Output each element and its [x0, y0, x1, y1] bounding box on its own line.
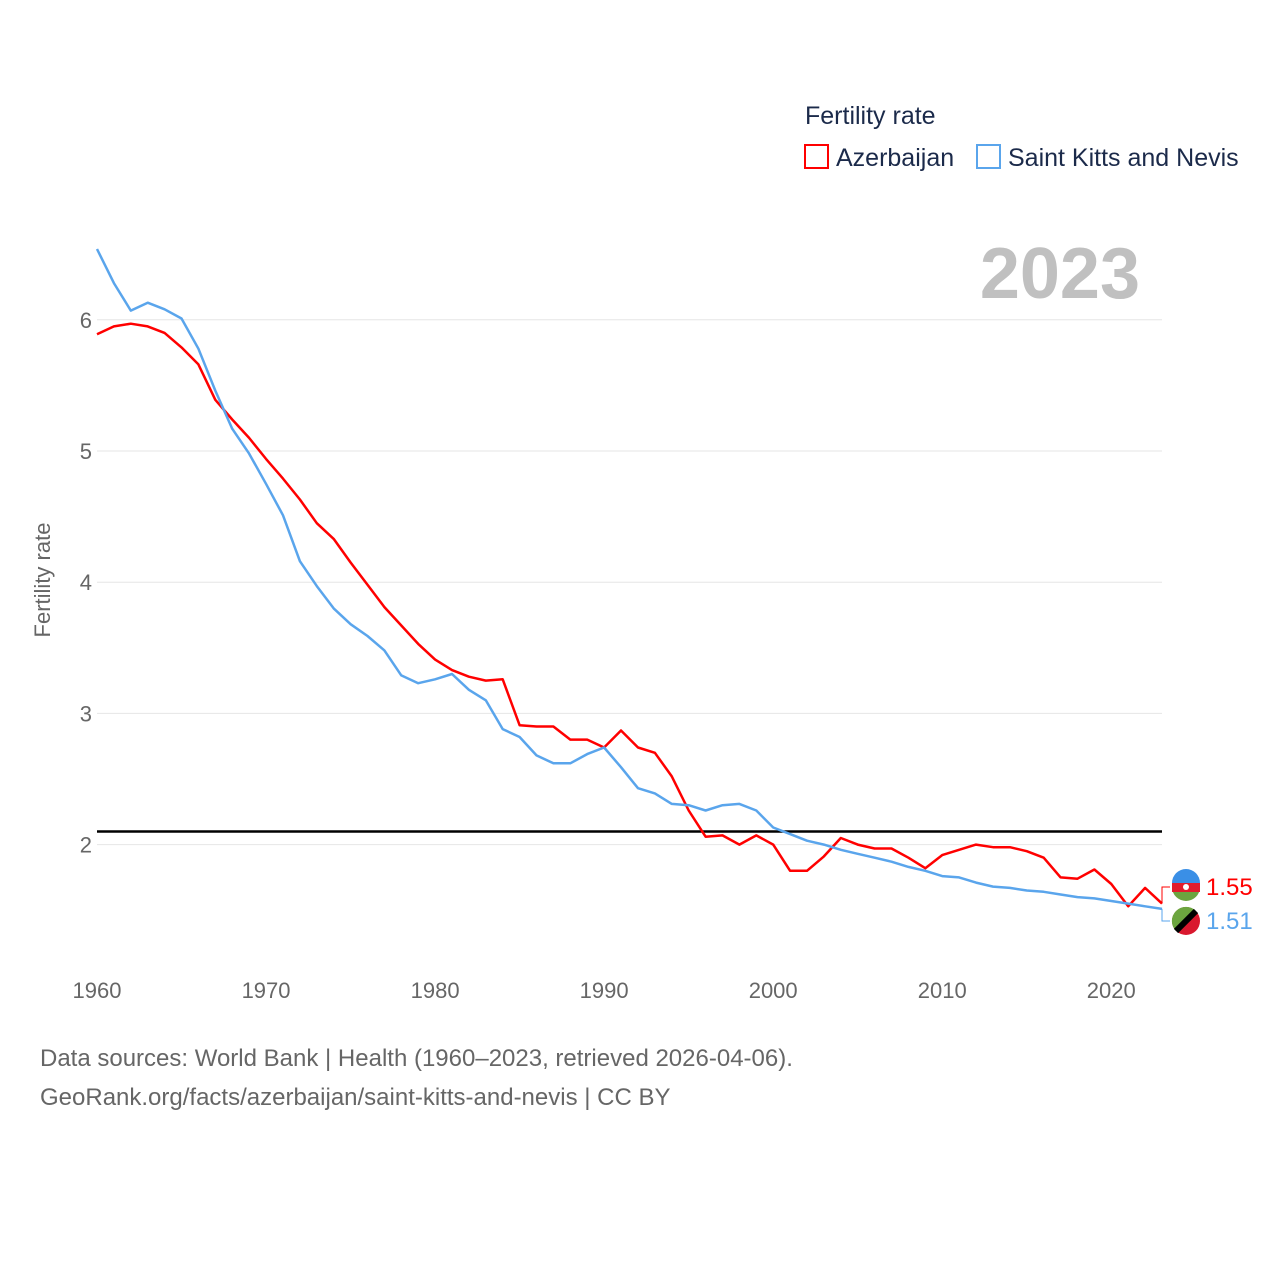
y-tick-label: 4 [80, 570, 92, 595]
end-value-label: 1.55 [1206, 874, 1253, 901]
flag-band [1172, 869, 1200, 883]
x-tick-label: 1970 [242, 978, 291, 1003]
attribution-link[interactable]: GeoRank.org/facts/azerbaijan/saint-kitts… [40, 1084, 671, 1111]
legend-item-label: Azerbaijan [836, 144, 954, 172]
legend-swatch [976, 144, 1001, 169]
flag-crescent [1183, 884, 1189, 890]
x-tick-label: 1980 [411, 978, 460, 1003]
data-source-text: Data sources: World Bank | Health (1960–… [40, 1045, 793, 1072]
legend-title: Fertility rate [805, 102, 936, 130]
end-label-connector [1161, 908, 1170, 922]
legend-swatch [804, 144, 829, 169]
x-tick-label: 2000 [749, 978, 798, 1003]
y-axis-label: Fertility rate [30, 523, 55, 638]
legend-item-label: Saint Kitts and Nevis [1008, 144, 1239, 172]
end-value-label: 1.51 [1206, 908, 1253, 935]
x-tick-label: 1960 [73, 978, 122, 1003]
y-tick-label: 6 [80, 308, 92, 333]
end-label-connector [1161, 886, 1170, 904]
x-tick-label: 1990 [580, 978, 629, 1003]
series-line-0 [96, 322, 1163, 908]
flag-band [1173, 908, 1199, 934]
y-tick-label: 5 [80, 439, 92, 464]
y-tick-label: 2 [80, 833, 92, 858]
y-tick-label: 3 [80, 701, 92, 726]
series-line-1 [95, 248, 1163, 911]
year-label: 2023 [980, 234, 1140, 314]
x-tick-label: 2020 [1087, 978, 1136, 1003]
x-tick-label: 2010 [918, 978, 967, 1003]
